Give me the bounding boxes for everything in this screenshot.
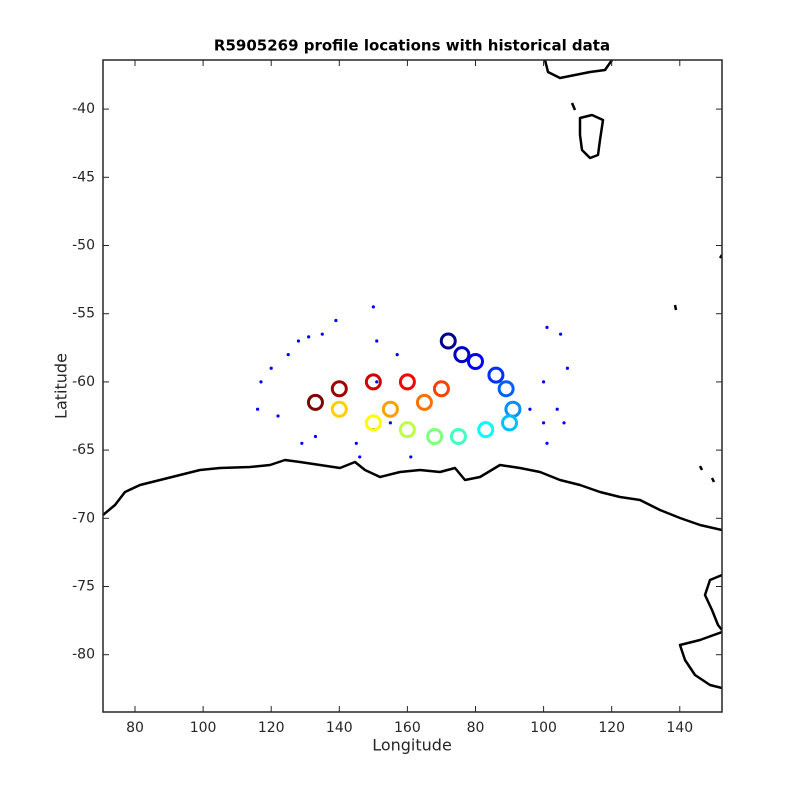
- x-tick-label: 100: [190, 720, 217, 736]
- x-axis-label: Longitude: [372, 736, 452, 755]
- historical-point: [555, 407, 559, 411]
- profile-marker: [497, 380, 515, 398]
- historical-point: [296, 339, 301, 343]
- historical-point: [395, 353, 399, 357]
- historical-point: [409, 455, 413, 459]
- profile-marker: [364, 414, 382, 432]
- profile-marker: [306, 393, 324, 411]
- historical-point: [388, 421, 392, 425]
- y-tick-label: -70: [72, 510, 95, 526]
- tasmania-coast: [578, 113, 605, 160]
- profile-marker: [415, 393, 433, 411]
- historical-point: [313, 434, 318, 439]
- historical-point: [371, 305, 375, 309]
- historical-point: [358, 455, 362, 459]
- profile-marker: [439, 332, 457, 350]
- historical-point: [307, 335, 311, 339]
- profile-marker: [398, 421, 416, 439]
- historical-point: [545, 441, 549, 445]
- island: [698, 465, 704, 471]
- x-tick-label: 160: [394, 720, 421, 736]
- profile-marker: [426, 427, 444, 445]
- historical-point: [300, 441, 304, 445]
- plot-frame: [102, 59, 723, 713]
- historical-point: [559, 332, 563, 336]
- island: [570, 102, 577, 111]
- historical-point: [545, 325, 549, 329]
- historical-point: [269, 366, 273, 370]
- x-tick-label: 120: [258, 720, 285, 736]
- profile-marker: [477, 421, 495, 439]
- historical-point: [334, 318, 338, 323]
- x-tick-label: 100: [530, 720, 557, 736]
- island: [710, 477, 716, 483]
- y-tick-label: -45: [72, 169, 95, 185]
- historical-point: [565, 366, 570, 370]
- y-axis-label: Latitude: [52, 353, 71, 419]
- coast-right: [678, 630, 722, 690]
- x-tick-label: 80: [467, 720, 485, 736]
- y-tick-label: -75: [72, 579, 95, 595]
- x-tick-label: 140: [666, 720, 693, 736]
- profile-marker: [466, 352, 484, 370]
- historical-point: [375, 380, 379, 384]
- profile-marker: [364, 373, 382, 391]
- y-tick-label: -40: [72, 101, 95, 117]
- historical-point: [375, 339, 379, 343]
- coastlines: [103, 60, 722, 690]
- historical-point: [541, 380, 546, 384]
- historical-point: [528, 407, 532, 411]
- profile-marker: [453, 346, 471, 364]
- antarctica-coast: [103, 458, 722, 532]
- profile-marker: [432, 380, 450, 398]
- historical-point: [286, 353, 290, 357]
- historical-point: [276, 414, 280, 418]
- x-tick-label: 120: [598, 720, 625, 736]
- x-tick-label: 80: [126, 720, 144, 736]
- australia-coast: [543, 60, 614, 80]
- historical-point: [541, 421, 546, 425]
- chart-title: R5905269 profile locations with historic…: [214, 37, 610, 55]
- y-tick-label: -65: [72, 442, 95, 458]
- y-tick-label: -55: [72, 306, 95, 322]
- historical-point: [255, 407, 260, 411]
- profile-marker: [330, 400, 348, 418]
- profile-marker: [398, 373, 416, 391]
- y-tick-label: -80: [72, 647, 95, 663]
- y-tick-label: -50: [72, 238, 95, 254]
- profile-marker: [330, 380, 348, 398]
- historical-point: [259, 380, 263, 384]
- profile-marker: [381, 400, 399, 418]
- markers: [255, 305, 570, 459]
- x-tick-label: 140: [326, 720, 353, 736]
- historical-point: [562, 421, 566, 425]
- historical-point: [320, 332, 324, 336]
- coast-right: [703, 573, 722, 631]
- profile-marker: [501, 414, 519, 432]
- profile-marker: [487, 366, 505, 384]
- y-tick-label: -60: [72, 374, 95, 390]
- profile-marker: [504, 400, 522, 418]
- island: [673, 304, 678, 311]
- profile-marker: [449, 427, 467, 445]
- historical-point: [354, 441, 358, 445]
